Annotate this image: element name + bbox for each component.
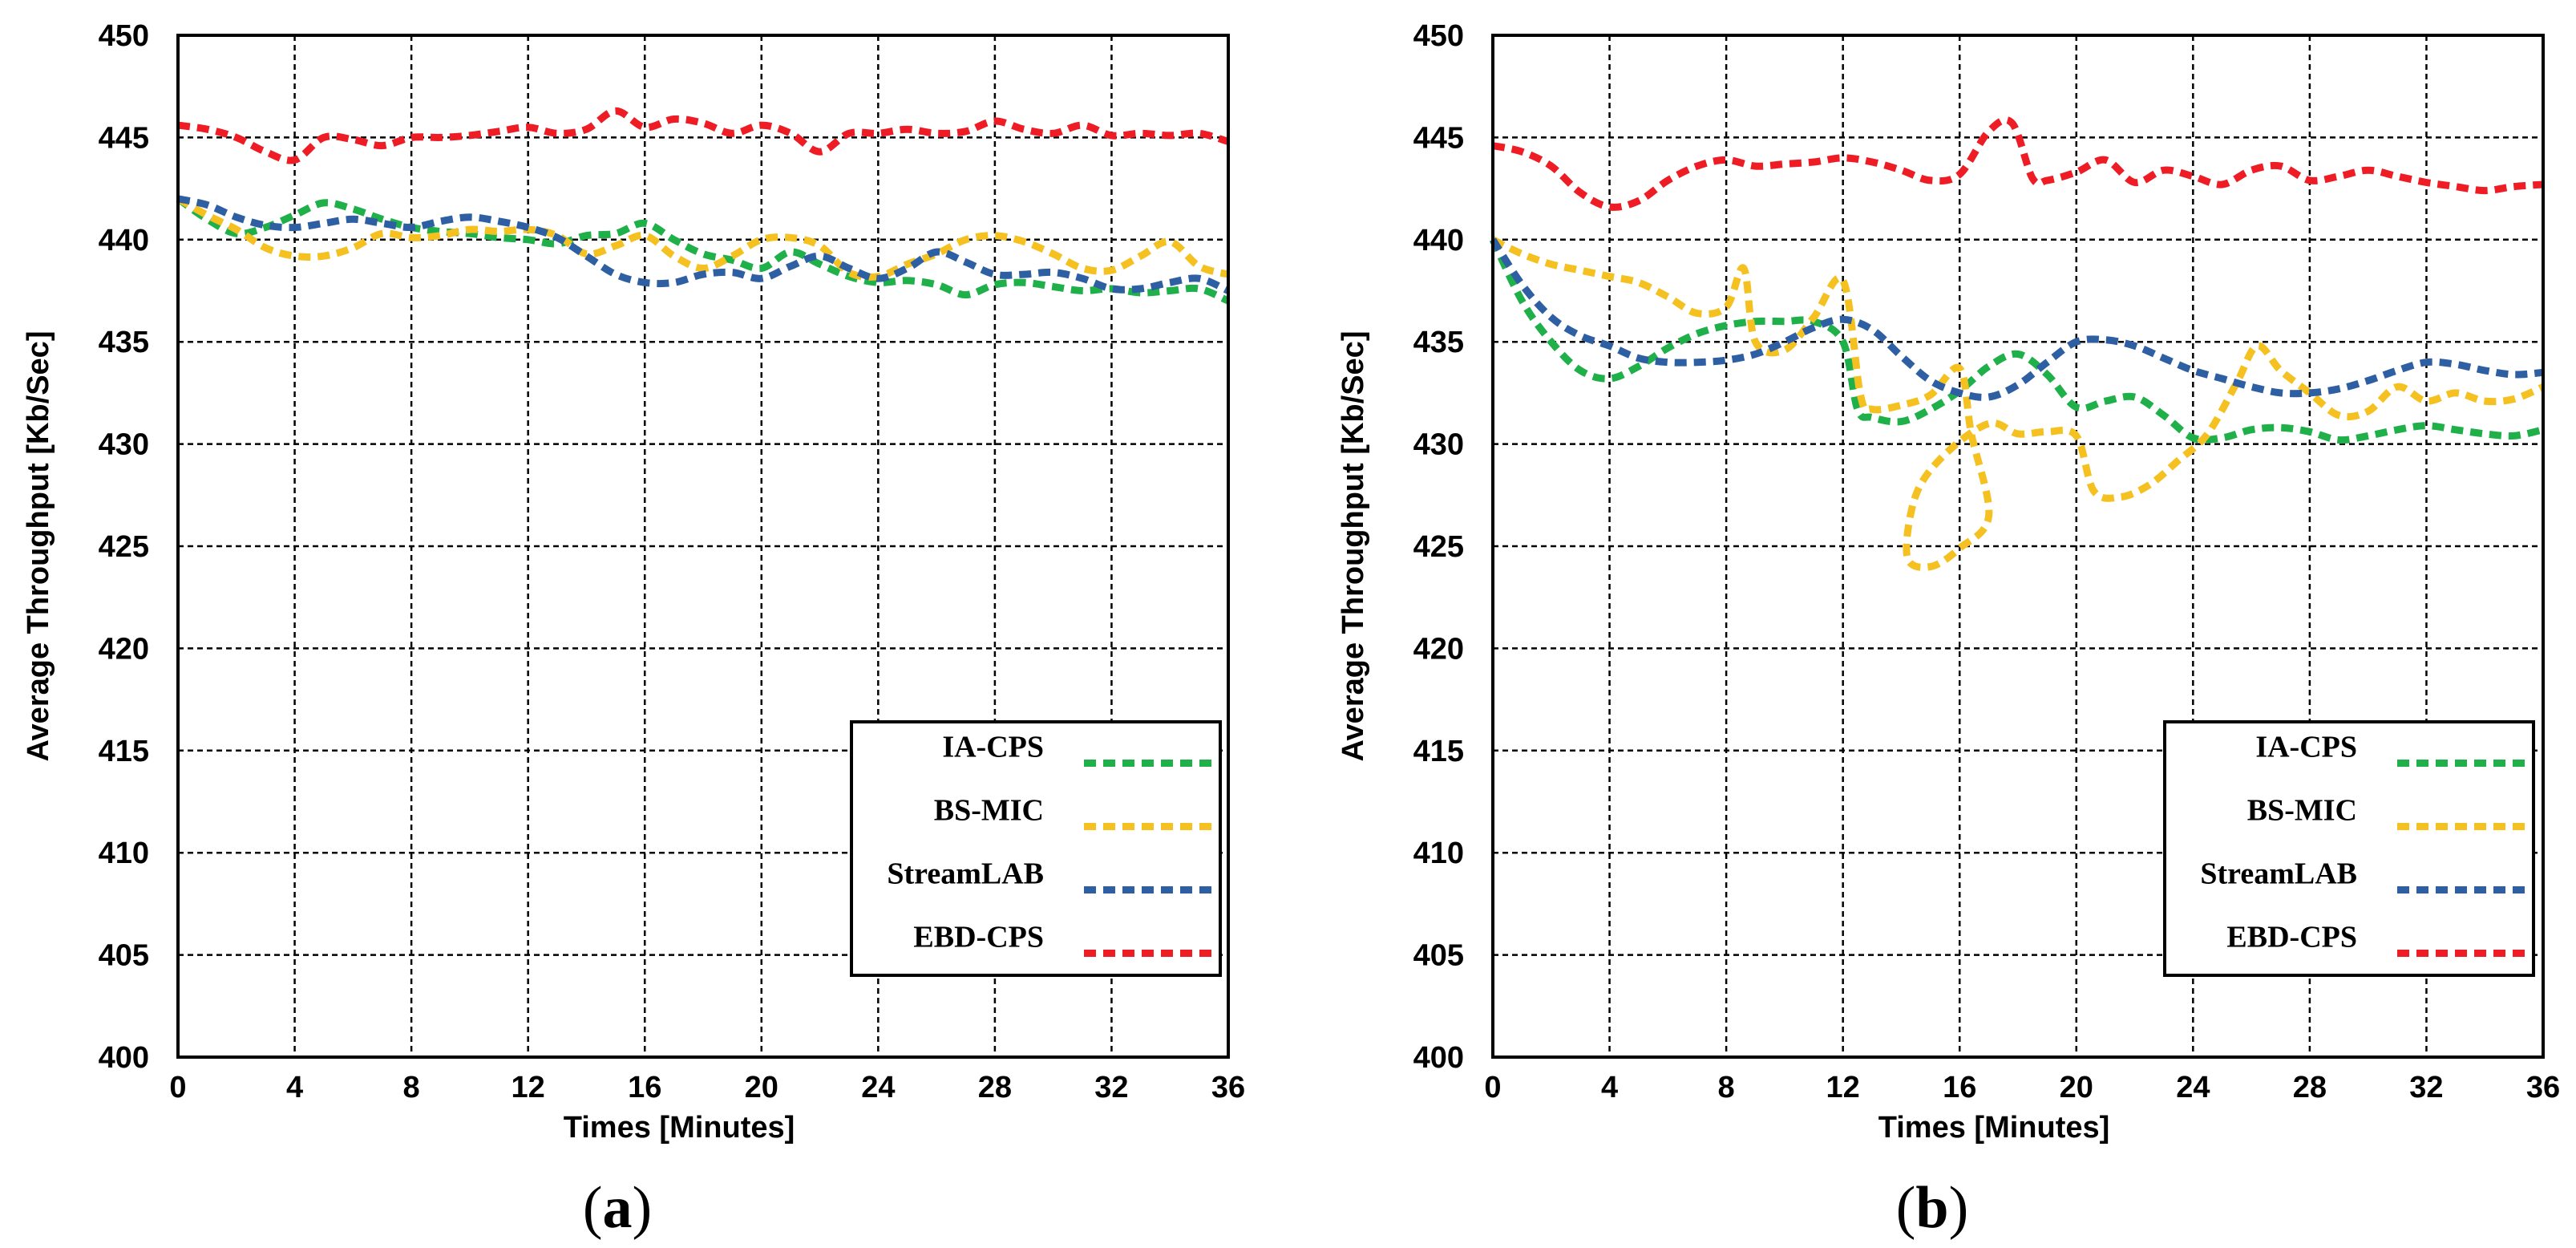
x-tick-label: 12 xyxy=(512,1071,545,1104)
legend-label-ebd-cps: EBD-CPS xyxy=(913,921,1044,954)
legend-label-ia-cps: IA-CPS xyxy=(2255,731,2357,764)
x-tick-label: 0 xyxy=(1484,1071,1501,1104)
x-tick-label: 20 xyxy=(2060,1071,2093,1104)
x-tick-label: 0 xyxy=(169,1071,186,1104)
x-tick-label: 32 xyxy=(2409,1071,2443,1104)
x-axis-title: Times [Minutes] xyxy=(564,1111,795,1145)
legend-label-streamlab: StreamLAB xyxy=(887,857,1044,891)
y-tick-label: 430 xyxy=(99,428,149,462)
x-tick-label: 16 xyxy=(1943,1071,1976,1104)
x-tick-label: 4 xyxy=(286,1071,303,1104)
y-tick-label: 410 xyxy=(99,837,149,870)
y-tick-label: 440 xyxy=(1413,224,1464,257)
panel-label: (b) xyxy=(1896,1175,1968,1241)
x-tick-label: 16 xyxy=(628,1071,661,1104)
series-line-streamlab xyxy=(177,195,1230,294)
legend-label-bs-mic: BS-MIC xyxy=(934,794,1044,828)
series-line-streamlab xyxy=(1490,237,2544,401)
legend: IA-CPS BS-MIC StreamLAB EBD-CPS xyxy=(2163,720,2535,977)
x-tick-label: 36 xyxy=(1211,1071,1245,1104)
chart-panel-b: 400 405 410 415 420 425 430 435 440 445 450 0 4 8 12 16… xyxy=(1337,19,2560,1241)
x-axis-title: Times [Minutes] xyxy=(1878,1111,2110,1145)
y-tick-label: 435 xyxy=(1413,326,1464,359)
x-tick-label: 28 xyxy=(2293,1071,2327,1104)
series-line-bs-mic xyxy=(176,195,1230,282)
x-tick-label: 24 xyxy=(861,1071,895,1104)
y-axis-title: Average Throughput [Kb/Sec] xyxy=(1337,331,1370,762)
legend-label-ia-cps: IA-CPS xyxy=(942,731,1044,764)
series-line-ia-cps xyxy=(1489,237,2544,444)
x-tick-label: 8 xyxy=(403,1071,420,1104)
y-axis-title: Average Throughput [Kb/Sec] xyxy=(22,331,55,762)
plot-frame xyxy=(1491,34,2545,1059)
y-tick-label: 420 xyxy=(99,632,149,666)
series-line-ia-cps xyxy=(176,196,1230,305)
y-tick-label: 405 xyxy=(1413,939,1464,973)
chart-panel-a: 400 405 410 415 420 425 430 435 440 445 450 0 4 8 12 16… xyxy=(22,19,1245,1241)
y-tick-label: 445 xyxy=(1413,121,1464,155)
legend-label-bs-mic: BS-MIC xyxy=(2247,794,2357,828)
y-tick-label: 440 xyxy=(99,224,149,257)
legend-box xyxy=(2163,720,2535,977)
legend: IA-CPS BS-MIC StreamLAB EBD-CPS xyxy=(850,720,1222,977)
y-tick-label: 420 xyxy=(1413,632,1464,666)
x-tick-label: 4 xyxy=(1601,1071,1618,1104)
x-tick-label: 28 xyxy=(978,1071,1012,1104)
y-tick-label: 425 xyxy=(1413,530,1464,564)
y-tick-label: 435 xyxy=(99,326,149,359)
y-tick-label: 405 xyxy=(99,939,149,973)
x-tick-label: 20 xyxy=(745,1071,778,1104)
y-tick-label: 450 xyxy=(99,19,149,53)
series-line-bs-mic xyxy=(1490,236,2545,571)
y-tick-label: 400 xyxy=(1413,1041,1464,1075)
panel-label: (a) xyxy=(583,1175,652,1241)
x-tick-label: 24 xyxy=(2176,1071,2210,1104)
x-tick-label: 36 xyxy=(2526,1071,2560,1104)
y-tick-label: 415 xyxy=(1413,735,1464,768)
y-tick-label: 410 xyxy=(1413,837,1464,870)
series-line-ebd-cps xyxy=(1492,116,2544,211)
x-tick-label: 8 xyxy=(1718,1071,1735,1104)
y-tick-label: 425 xyxy=(99,530,149,564)
legend-box xyxy=(850,720,1222,977)
series-line-ebd-cps xyxy=(177,107,1230,164)
y-tick-label: 400 xyxy=(99,1041,149,1075)
y-tick-label: 430 xyxy=(1413,428,1464,462)
plot-frame xyxy=(176,34,1230,1059)
y-tick-label: 415 xyxy=(99,735,149,768)
legend-label-ebd-cps: EBD-CPS xyxy=(2226,921,2357,954)
x-tick-label: 32 xyxy=(1094,1071,1128,1104)
y-tick-label: 450 xyxy=(1413,19,1464,53)
y-tick-label: 445 xyxy=(99,121,149,155)
legend-label-streamlab: StreamLAB xyxy=(2200,857,2357,891)
x-tick-label: 12 xyxy=(1826,1071,1860,1104)
